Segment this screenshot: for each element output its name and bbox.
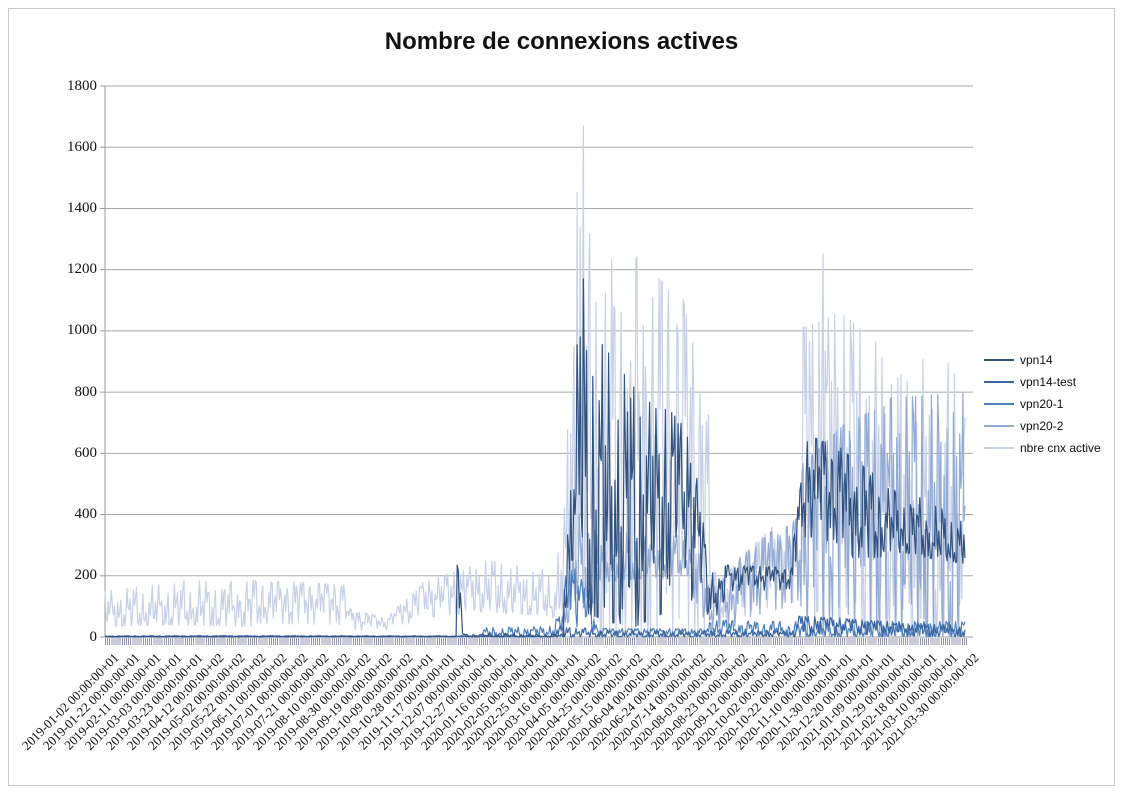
series-line-vpn14-test: [104, 615, 966, 638]
x-axis-tick-comb: [105, 638, 967, 645]
y-tick-label-400: 400: [74, 506, 98, 523]
y-tick-label-1000: 1000: [67, 322, 97, 339]
y-tick-label-1800: 1800: [67, 77, 97, 94]
y-tick-label-1400: 1400: [67, 199, 97, 216]
y-tick-label-600: 600: [74, 444, 98, 461]
legend-label: vpn14: [1020, 353, 1053, 367]
legend-label: vpn14-test: [1020, 375, 1077, 389]
y-tick-label-200: 200: [74, 567, 98, 584]
legend-item-vpn20-1: vpn20-1: [984, 393, 1101, 415]
series-line-nbre-cnx-active: [104, 125, 966, 638]
legend-label: nbre cnx active: [1020, 441, 1101, 455]
legend-line-swatch: [984, 424, 1014, 428]
legend-item-vpn14-test: vpn14-test: [984, 371, 1101, 393]
legend-item-nbre-cnx-active: nbre cnx active: [984, 437, 1101, 459]
y-tick-label-0: 0: [89, 628, 98, 645]
y-tick-label-1200: 1200: [67, 261, 97, 278]
legend-label: vpn20-2: [1020, 419, 1064, 433]
legend: vpn14 vpn14-test vpn20-1 vpn20-2 nbre cnx ac…: [984, 349, 1101, 459]
legend-item-vpn20-2: vpn20-2: [984, 415, 1101, 437]
legend-label: vpn20-1: [1020, 397, 1064, 411]
legend-line-swatch: [984, 380, 1014, 384]
y-tick-label-1600: 1600: [67, 138, 97, 155]
legend-item-vpn14: vpn14: [984, 349, 1101, 371]
chart-title: Nombre de connexions actives: [384, 28, 739, 55]
y-tick-label-800: 800: [74, 383, 98, 400]
legend-line-swatch: [984, 446, 1014, 450]
series-line-vpn14: [105, 278, 966, 638]
legend-line-swatch: [984, 402, 1014, 406]
chart-frame: [8, 8, 1115, 786]
series-line-vpn20-1: [104, 558, 966, 638]
legend-line-swatch: [984, 358, 1014, 362]
